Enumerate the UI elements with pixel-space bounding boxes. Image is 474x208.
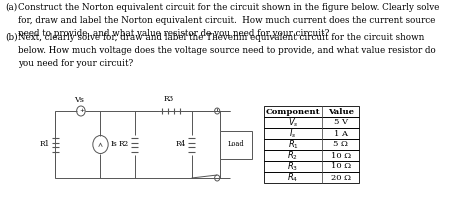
Bar [264,161,359,172]
Bar [264,172,359,183]
Text: $I_s$: $I_s$ [289,127,297,140]
Bar [264,150,359,161]
Text: 5 Ω: 5 Ω [333,140,348,149]
Text: R2: R2 [118,140,128,149]
Text: $R_4$: $R_4$ [287,171,299,184]
Text: Construct the Norton equivalent circuit for the circuit shown in the figure belo: Construct the Norton equivalent circuit … [18,3,439,38]
Bar [264,128,359,139]
Text: Component: Component [265,108,320,115]
Text: $R_3$: $R_3$ [287,160,299,173]
Text: Value: Value [328,108,354,115]
Text: R1: R1 [39,140,49,149]
Text: (a): (a) [5,3,18,12]
Text: Next, clearly solve for, draw and label the Thevenin equivalent circuit for the : Next, clearly solve for, draw and label … [18,33,436,68]
Text: 1 A: 1 A [334,130,347,137]
Text: R4: R4 [175,140,186,149]
Text: $R_2$: $R_2$ [288,149,299,162]
Text: Vs: Vs [74,96,84,104]
Bar [220,130,252,158]
Text: 10 Ω: 10 Ω [330,162,351,171]
Text: 5 V: 5 V [334,119,347,126]
Text: R3: R3 [164,95,173,103]
Bar [264,139,359,150]
Text: (b): (b) [5,33,18,42]
Text: 10 Ω: 10 Ω [330,151,351,160]
Bar [264,106,359,117]
Text: Load: Load [228,140,244,149]
Text: Is: Is [111,140,118,149]
Text: +: + [79,108,84,113]
Bar [264,117,359,128]
Text: 20 Ω: 20 Ω [331,173,351,182]
Text: $V_s$: $V_s$ [288,116,298,129]
Text: $R_1$: $R_1$ [288,138,299,151]
